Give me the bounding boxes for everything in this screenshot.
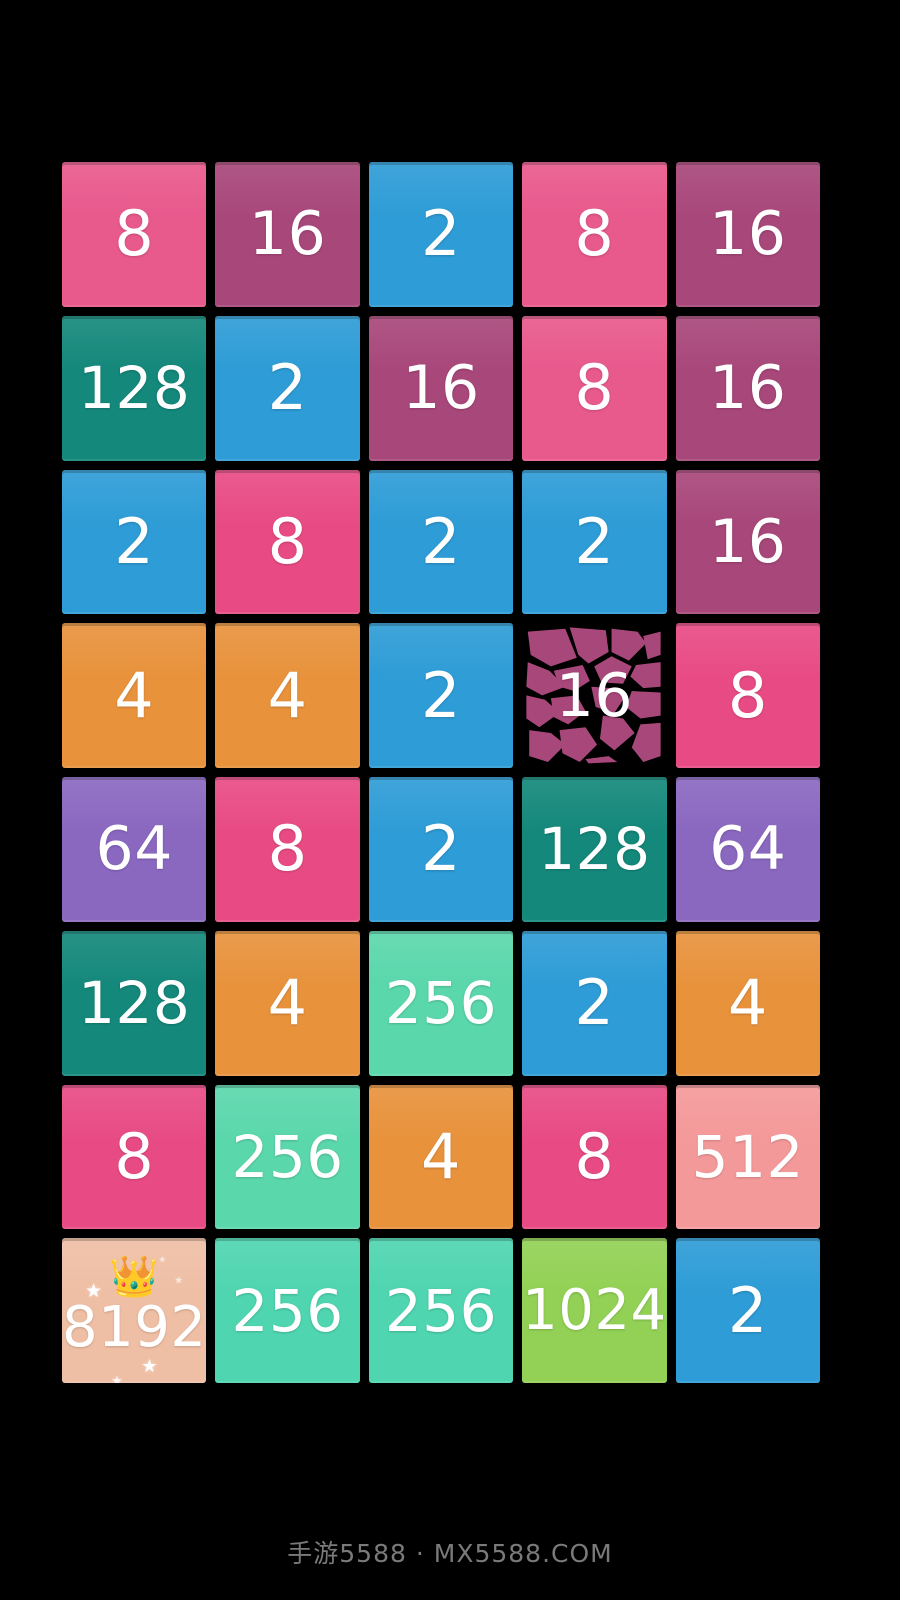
- tile-value: 64: [709, 814, 787, 885]
- tile-value: 2: [727, 1273, 768, 1347]
- tile-r5-c1[interactable]: 64: [62, 777, 207, 922]
- tile-r3-c1[interactable]: 2: [62, 469, 207, 615]
- tile-r6-c1[interactable]: 128: [62, 930, 207, 1076]
- tile-r6-c5[interactable]: 4: [675, 930, 820, 1076]
- tile-value: 4: [114, 658, 155, 732]
- tile-value: 16: [248, 199, 327, 270]
- tile-r4-c2[interactable]: 4: [215, 623, 360, 768]
- tile-r2-c3[interactable]: 16: [368, 315, 514, 461]
- tile-value: 128: [78, 969, 191, 1038]
- tile-value: 2: [574, 966, 615, 1040]
- tile-r8-c4[interactable]: 1024: [522, 1238, 667, 1383]
- tile-r1-c5[interactable]: 16: [675, 162, 820, 307]
- tile-r6-c2[interactable]: 4: [215, 930, 360, 1076]
- tile-r2-c1[interactable]: 128: [62, 315, 207, 461]
- tile-value: 256: [384, 1276, 498, 1345]
- tile-r1-c4[interactable]: 8: [522, 162, 667, 307]
- tile-r8-c1[interactable]: 👑 ★ ★ ★ ★ ★ 8192: [62, 1238, 207, 1383]
- tile-r1-c3[interactable]: 2: [368, 162, 514, 307]
- tile-r1-c2[interactable]: 16: [215, 162, 360, 307]
- tile-value: 4: [727, 966, 768, 1040]
- tile-value: 256: [231, 1122, 344, 1191]
- tile-value: 2: [267, 351, 308, 425]
- tile-value: 8: [267, 504, 308, 578]
- tile-value: 2: [574, 504, 615, 578]
- tile-value: 16: [709, 199, 787, 270]
- tile-value: 256: [231, 1276, 344, 1345]
- tile-value: 2: [421, 658, 461, 732]
- tile-r8-c2[interactable]: 256: [215, 1238, 360, 1383]
- tile-value: 8: [574, 1119, 615, 1193]
- tile-value: 16: [555, 660, 634, 731]
- tile-r7-c5[interactable]: 512: [675, 1084, 820, 1230]
- tile-r3-c4[interactable]: 2: [522, 469, 667, 615]
- tile-r5-c3[interactable]: 2: [368, 777, 514, 922]
- sparkle-star-icon-5: ★: [158, 1254, 166, 1264]
- tile-value: 8: [114, 197, 155, 271]
- tile-r5-c2[interactable]: 8: [215, 777, 360, 922]
- tile-value: 16: [402, 353, 480, 424]
- tile-value: 16: [709, 506, 787, 577]
- tile-value: 8192: [62, 1294, 207, 1360]
- tile-r1-c1[interactable]: 8: [62, 162, 207, 307]
- tile-r6-c4[interactable]: 2: [522, 930, 667, 1076]
- tile-r2-c2[interactable]: 2: [215, 315, 360, 461]
- tile-r7-c3[interactable]: 4: [368, 1084, 514, 1230]
- sparkle-star-icon-4: ★: [174, 1274, 183, 1285]
- sparkle-star-icon-1: ★: [85, 1280, 103, 1302]
- tile-r3-c2[interactable]: 8: [215, 469, 360, 615]
- tile-r7-c4[interactable]: 8: [522, 1084, 667, 1230]
- game-board[interactable]: 8 16 2 8 16 128 2 16 8 16 2 8 2 2 16 4 4 2 16 8 64 8 2 128 64 128…: [62, 162, 820, 1383]
- tile-r6-c3[interactable]: 256: [368, 930, 514, 1076]
- watermark-text: 手游5588 · MX5588.COM: [287, 1539, 613, 1568]
- tile-value: 2: [114, 504, 155, 578]
- tile-value: 16: [709, 353, 787, 424]
- tile-r8-c5[interactable]: 2: [675, 1238, 820, 1383]
- tile-value: 2: [421, 812, 461, 886]
- tile-value: 8: [267, 812, 308, 886]
- tile-value: 4: [267, 658, 308, 732]
- tile-value: 8: [727, 658, 768, 732]
- tile-value: 4: [267, 966, 308, 1040]
- tile-value: 256: [384, 969, 498, 1038]
- tile-r3-c3[interactable]: 2: [368, 469, 514, 615]
- cracked-tile-overlay: [522, 623, 666, 768]
- tile-r7-c1[interactable]: 8: [62, 1084, 207, 1230]
- tile-value: 128: [78, 354, 191, 423]
- tile-r4-c3[interactable]: 2: [368, 623, 514, 768]
- crown-icon: 👑: [109, 1255, 160, 1300]
- tile-r2-c4[interactable]: 8: [522, 315, 667, 461]
- tile-value: 128: [538, 815, 651, 884]
- tile-value: 8: [114, 1119, 155, 1193]
- tile-value: 2: [421, 504, 461, 578]
- tile-value: 1024: [522, 1277, 667, 1343]
- tile-r3-c5[interactable]: 16: [675, 469, 820, 615]
- tile-value: 8: [574, 351, 615, 425]
- tile-value: 4: [421, 1119, 461, 1193]
- sparkle-star-icon-3: ★: [111, 1373, 123, 1383]
- tile-r4-c1[interactable]: 4: [62, 623, 207, 768]
- tile-value: 64: [95, 814, 173, 885]
- tile-value: 8: [574, 197, 615, 271]
- tile-r2-c5[interactable]: 16: [675, 315, 820, 461]
- sparkle-star-icon-2: ★: [141, 1355, 158, 1376]
- tile-r7-c2[interactable]: 256: [215, 1084, 360, 1230]
- tile-value: 512: [691, 1122, 804, 1191]
- tile-r5-c5[interactable]: 64: [675, 777, 820, 922]
- tile-r8-c3[interactable]: 256: [368, 1238, 514, 1383]
- tile-r4-c5[interactable]: 8: [675, 623, 820, 768]
- tile-r5-c4[interactable]: 128: [522, 777, 667, 922]
- tile-value: 2: [421, 197, 461, 271]
- tile-r4-c4[interactable]: 16: [522, 623, 667, 768]
